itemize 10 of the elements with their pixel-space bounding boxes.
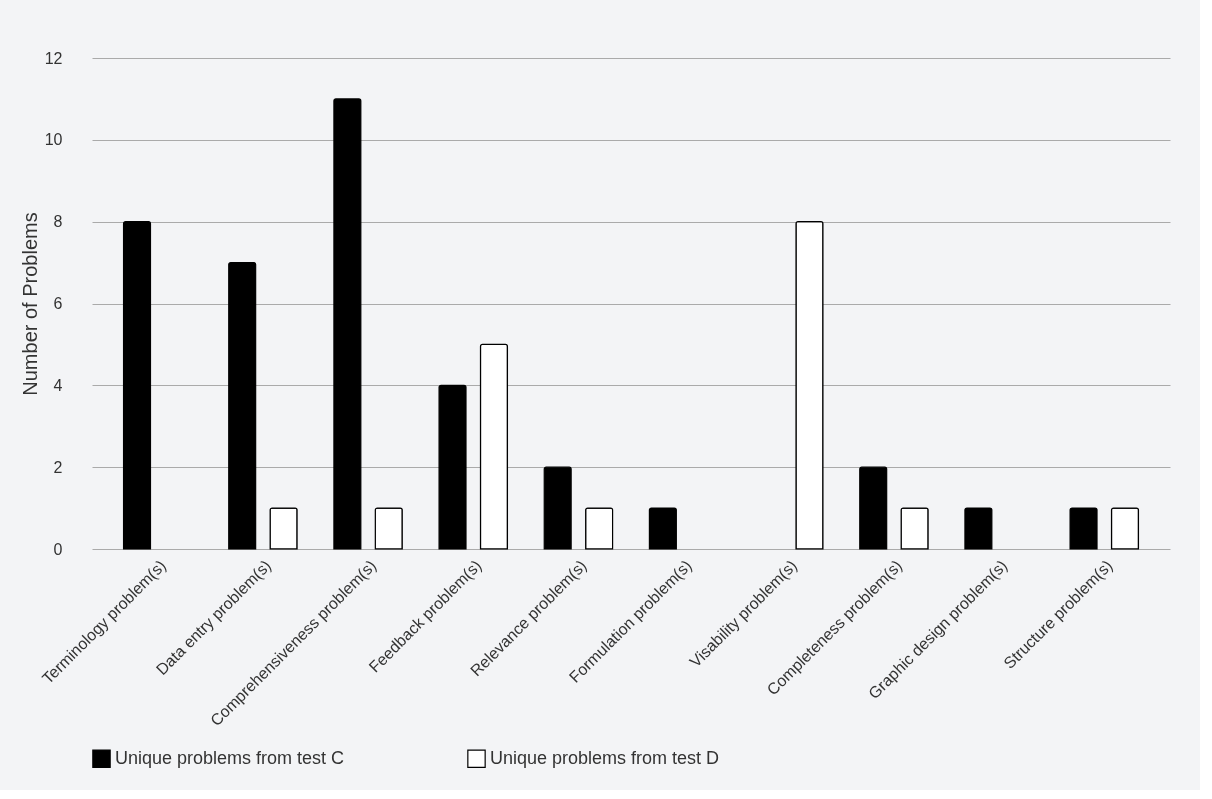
legend-label: Unique problems from test C <box>115 747 345 768</box>
y-tick-label: 4 <box>53 376 63 394</box>
y-axis-title: Number of Problems <box>18 212 41 396</box>
y-tick-label: 8 <box>53 213 63 231</box>
y-tick-label: 0 <box>53 540 63 558</box>
y-tick-label: 6 <box>53 295 63 312</box>
y-tick-label: 2 <box>53 458 63 476</box>
legend-label: Unique problems from test D <box>490 747 720 768</box>
y-tick-label: 10 <box>44 131 63 149</box>
y-tick-label: 12 <box>44 49 63 67</box>
